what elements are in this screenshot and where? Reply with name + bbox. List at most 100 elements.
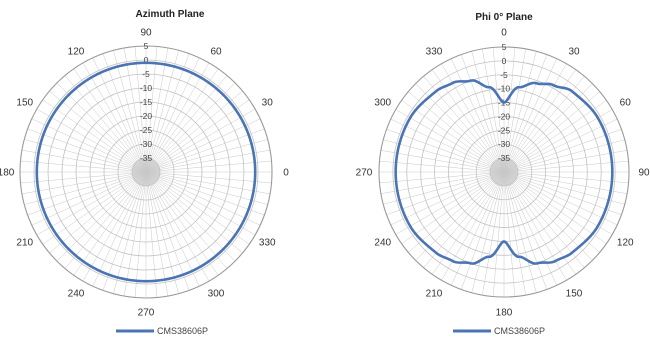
azimuth-spoke [145, 171, 228, 269]
azimuth-angle-label: 270 [138, 308, 155, 319]
phi-spoke [503, 100, 607, 173]
azimuth-spoke [145, 118, 261, 173]
phi-spoke [395, 109, 505, 173]
phi-ring [461, 129, 547, 215]
azimuth-rtick-label: -25 [140, 125, 153, 135]
phi-spoke [503, 91, 600, 173]
phi-ring [378, 46, 630, 298]
azimuth-spoke [24, 139, 147, 173]
phi-spoke [503, 171, 593, 261]
azimuth-spoke [21, 171, 147, 195]
azimuth-rtick-label: -30 [140, 139, 153, 149]
phi-spoke [441, 63, 505, 173]
azimuth-rtick-label: -35 [140, 153, 153, 163]
azimuth-spoke [20, 160, 147, 173]
azimuth-spoke [56, 171, 147, 262]
azimuth-spoke [145, 57, 200, 173]
azimuth-spoke [134, 46, 147, 173]
azimuth-spoke [145, 62, 210, 173]
azimuth-spoke [145, 171, 261, 226]
azimuth-spoke [145, 47, 169, 173]
azimuth-spoke [145, 53, 190, 173]
phi-ring [392, 60, 616, 284]
azimuth-spoke [145, 171, 271, 195]
azimuth-spoke [20, 171, 147, 184]
phi-spoke [503, 171, 516, 297]
azimuth-spoke [27, 171, 147, 216]
azimuth-spoke [73, 171, 147, 276]
azimuth-spoke [64, 75, 147, 173]
phi-spoke [492, 47, 505, 173]
phi-spoke [503, 118, 618, 173]
azimuth-spoke [145, 171, 256, 236]
azimuth-ring [19, 45, 273, 299]
phi-rtick-label: -35 [498, 153, 511, 163]
phi-spoke [423, 76, 505, 173]
azimuth-spoke [145, 171, 210, 282]
phi-spoke [503, 54, 547, 173]
phi-angle-label: 60 [620, 98, 632, 109]
azimuth-ring [117, 143, 175, 201]
azimuth-spoke [113, 171, 147, 294]
phi-spoke [390, 171, 505, 226]
azimuth-spoke [145, 171, 236, 262]
phi-spoke [395, 171, 505, 235]
phi-angle-label: 120 [617, 238, 634, 249]
phi-spoke [503, 129, 622, 173]
phi-spoke [423, 171, 505, 268]
azimuth-spoke [102, 53, 147, 173]
azimuth-spoke [134, 171, 147, 298]
phi-ring [475, 143, 533, 201]
azimuth-ring [89, 115, 203, 229]
azimuth-spoke [56, 82, 147, 173]
azimuth-spoke [145, 171, 250, 245]
azimuth-angle-label: 60 [210, 46, 222, 57]
phi-angle-label: 0 [501, 28, 507, 39]
phi-angle-label: 180 [496, 308, 513, 319]
azimuth-ring [61, 87, 231, 257]
phi-angle-label: 150 [566, 289, 583, 300]
phi-spoke [503, 171, 629, 184]
azimuth-angle-label: 120 [68, 46, 85, 57]
azimuth-angle-label: 90 [140, 28, 152, 39]
azimuth-ring [75, 101, 217, 243]
phi-spoke [503, 171, 618, 226]
phi-rtick-label: -30 [498, 139, 511, 149]
phi-spoke [503, 171, 622, 215]
azimuth-spoke [145, 171, 179, 294]
phi-spoke [503, 171, 547, 290]
phi-spoke [471, 171, 505, 293]
azimuth-angle-label: 150 [16, 98, 33, 109]
phi-spoke [390, 118, 505, 173]
phi-rtick-label: -25 [498, 125, 511, 135]
phi-spoke [482, 48, 505, 173]
azimuth-spoke [145, 90, 243, 173]
phi-spoke [503, 171, 585, 268]
phi-series-line-0 [394, 79, 614, 265]
azimuth-legend: CMS38606P [116, 326, 208, 336]
phi-spoke [450, 171, 505, 286]
azimuth-legend-label: CMS38606P [157, 326, 208, 336]
phi-spoke [503, 171, 537, 293]
phi-spoke [503, 76, 585, 173]
phi-spoke [408, 91, 505, 173]
phi-rtick-label: 5 [502, 42, 507, 52]
azimuth-spoke [145, 82, 236, 173]
azimuth-spoke [145, 171, 219, 276]
phi-spoke [503, 83, 593, 173]
phi-angle-label: 270 [356, 168, 373, 179]
azimuth-spoke [145, 128, 265, 173]
phi-polar-grid [378, 46, 630, 298]
azimuth-spoke [145, 171, 200, 287]
phi-angle-label: 90 [638, 168, 650, 179]
phi-spoke [383, 139, 505, 173]
azimuth-spoke [145, 171, 265, 216]
azimuth-spoke [27, 128, 147, 173]
azimuth-spoke [123, 171, 147, 297]
phi-spoke [503, 139, 625, 173]
azimuth-spoke [42, 99, 147, 173]
azimuth-spoke [64, 171, 147, 269]
azimuth-spoke [145, 50, 179, 173]
azimuth-spoke [145, 108, 256, 173]
